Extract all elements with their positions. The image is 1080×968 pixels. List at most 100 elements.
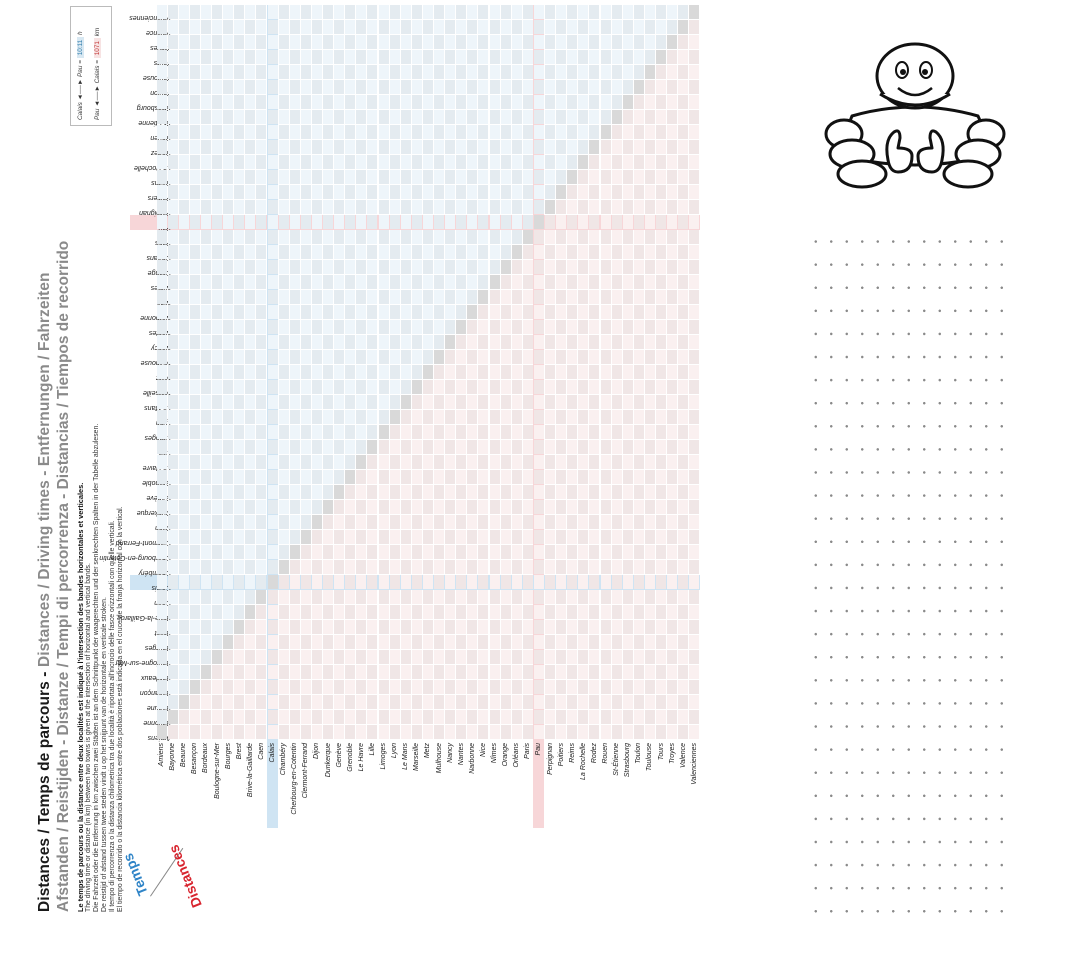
distance-cell	[622, 335, 633, 350]
distance-cell	[667, 110, 678, 125]
distance-cell	[345, 560, 356, 575]
distance-cell	[656, 275, 667, 290]
distance-cell	[522, 515, 533, 530]
distance-cell	[389, 710, 400, 725]
distance-cell	[522, 305, 533, 320]
time-cell	[167, 530, 178, 545]
distance-cell	[533, 560, 544, 575]
distance-cell	[400, 545, 411, 560]
time-cell	[156, 125, 167, 140]
distance-cell	[478, 380, 489, 395]
time-cell	[567, 20, 578, 35]
time-cell	[667, 20, 678, 35]
distance-cell	[567, 605, 578, 620]
time-cell	[334, 50, 345, 65]
time-cell	[167, 290, 178, 305]
distance-cell	[689, 230, 700, 245]
distance-cell	[589, 620, 600, 635]
distance-cell	[545, 410, 556, 425]
time-cell	[445, 185, 456, 200]
time-cell	[345, 20, 356, 35]
time-cell	[256, 575, 267, 590]
distance-cell	[178, 710, 189, 725]
time-cell	[456, 125, 467, 140]
distance-cell	[356, 485, 367, 500]
time-cell	[223, 230, 234, 245]
time-cell	[200, 155, 211, 170]
time-cell	[356, 350, 367, 365]
distance-cell	[389, 650, 400, 665]
distance-cell	[434, 515, 445, 530]
time-cell	[489, 20, 500, 35]
distance-cell	[667, 695, 678, 710]
distance-cell	[445, 605, 456, 620]
distance-cell	[589, 485, 600, 500]
distance-cell	[323, 695, 334, 710]
distance-cell	[578, 275, 589, 290]
time-cell	[245, 275, 256, 290]
distance-cell	[367, 470, 378, 485]
distance-cell	[434, 425, 445, 440]
time-cell	[178, 500, 189, 515]
time-cell	[478, 125, 489, 140]
time-cell	[389, 395, 400, 410]
distance-cell	[245, 620, 256, 635]
distance-cell	[567, 515, 578, 530]
distance-cell	[667, 80, 678, 95]
distance-cell	[556, 515, 567, 530]
time-cell	[434, 215, 445, 230]
time-cell	[234, 515, 245, 530]
time-cell	[156, 65, 167, 80]
distance-cell	[600, 515, 611, 530]
distance-cell	[644, 275, 655, 290]
time-cell	[212, 215, 223, 230]
distance-cell	[644, 425, 655, 440]
time-cell	[489, 35, 500, 50]
time-cell	[367, 110, 378, 125]
distance-cell	[334, 680, 345, 695]
time-cell	[245, 380, 256, 395]
time-cell	[389, 50, 400, 65]
time-cell	[400, 125, 411, 140]
diagonal-cell	[545, 200, 556, 215]
time-cell	[334, 170, 345, 185]
time-cell	[422, 200, 433, 215]
time-cell	[334, 65, 345, 80]
distance-cell	[567, 725, 578, 740]
distance-cell	[533, 500, 544, 515]
time-cell	[456, 95, 467, 110]
time-cell	[234, 95, 245, 110]
distance-cell	[578, 620, 589, 635]
distance-cell	[478, 530, 489, 545]
time-cell	[389, 170, 400, 185]
time-cell	[611, 50, 622, 65]
distance-cell	[611, 575, 622, 590]
time-cell	[167, 245, 178, 260]
distance-cell	[478, 605, 489, 620]
distance-cell	[311, 710, 322, 725]
distance-cell	[411, 620, 422, 635]
time-cell	[456, 185, 467, 200]
diagonal-cell	[356, 455, 367, 470]
distance-cell	[633, 380, 644, 395]
time-cell	[400, 290, 411, 305]
time-cell	[278, 245, 289, 260]
distance-cell	[434, 545, 445, 560]
legend-time-unit: h	[77, 31, 84, 35]
time-cell	[178, 275, 189, 290]
distance-cell	[311, 665, 322, 680]
diagonal-cell	[644, 65, 655, 80]
time-cell	[256, 380, 267, 395]
distance-cell	[500, 425, 511, 440]
distance-cell	[467, 710, 478, 725]
time-cell	[311, 140, 322, 155]
diagonal-cell	[367, 440, 378, 455]
distance-cell	[622, 320, 633, 335]
time-cell	[400, 230, 411, 245]
distance-cell	[456, 680, 467, 695]
distance-cell	[167, 725, 178, 740]
distance-cell	[667, 710, 678, 725]
time-cell	[633, 5, 644, 20]
time-cell	[256, 200, 267, 215]
distance-cell	[400, 440, 411, 455]
